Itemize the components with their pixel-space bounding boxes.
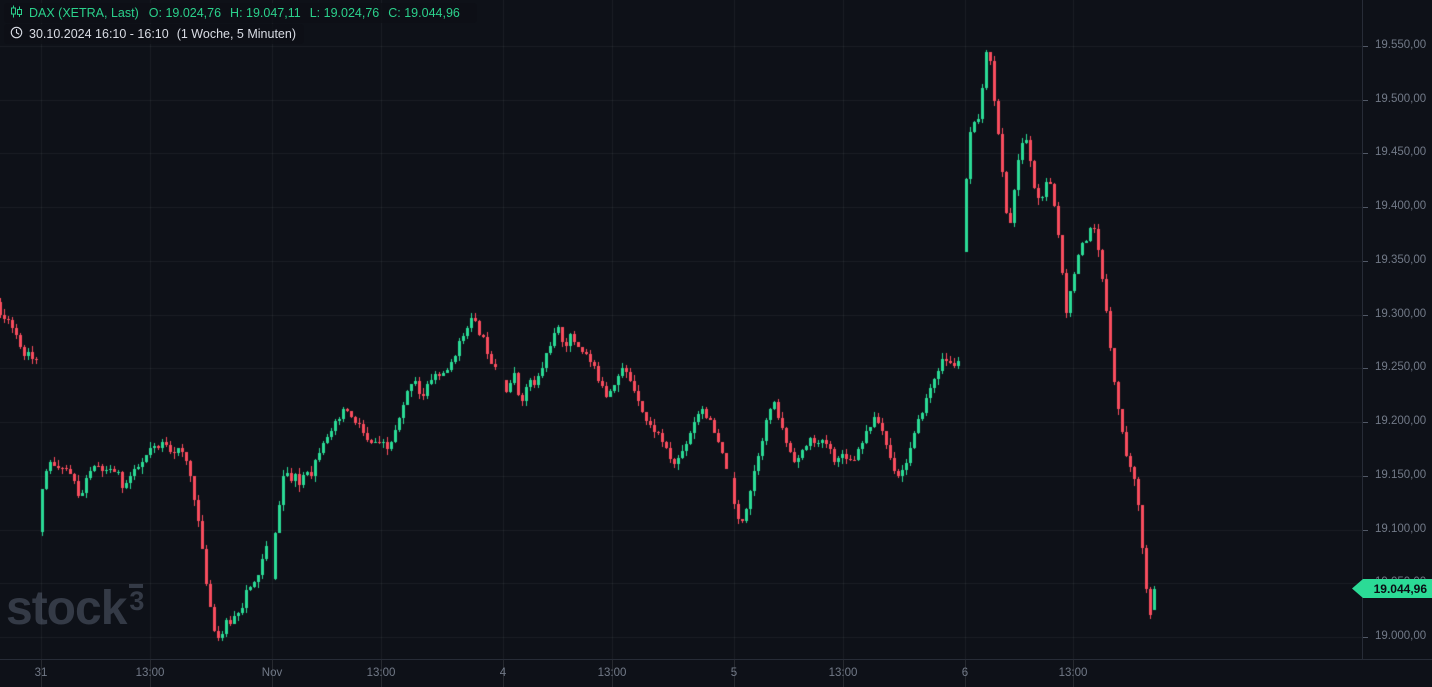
time-axis-tick [612, 660, 613, 687]
clock-icon [10, 26, 23, 42]
price-axis-tick [1363, 261, 1368, 262]
time-axis-label: 13:00 [1058, 667, 1088, 679]
ohlc-close: C: 19.044,96 [388, 6, 460, 20]
price-axis-tick [1363, 637, 1368, 638]
last-price-badge: 19.044,96 [1352, 579, 1432, 598]
price-axis-label: 19.500,00 [1375, 93, 1427, 105]
price-axis-tick [1363, 368, 1368, 369]
legend-time-row: 30.10.2024 16:10 - 16:10 (1 Woche, 5 Min… [4, 24, 304, 44]
period-timestamp: 30.10.2024 16:10 - 16:10 [29, 27, 169, 41]
price-axis-tick [1363, 153, 1368, 154]
candlestick-icon [10, 5, 23, 21]
open-label: O: [148, 6, 162, 20]
time-axis-label: 31 [34, 667, 48, 679]
price-axis-label: 19.000,00 [1375, 630, 1427, 642]
time-axis-label: Nov [261, 667, 283, 679]
price-axis-tick [1363, 100, 1368, 101]
price-axis-tick [1363, 315, 1368, 316]
last-price-value: 19.044,96 [1373, 581, 1427, 596]
time-axis-tick [150, 660, 151, 687]
ohlc-open: O: 19.024,76 [149, 6, 221, 20]
timeframe-label: (1 Woche, 5 Minuten) [176, 27, 296, 41]
ohlc-high: H: 19.047,11 [230, 6, 301, 20]
time-axis-tick [503, 660, 504, 687]
time-axis-tick [843, 660, 844, 687]
price-axis-tick [1363, 422, 1368, 423]
price-axis-label: 19.300,00 [1375, 308, 1427, 320]
time-axis-tick [1073, 660, 1074, 687]
price-axis-label: 19.100,00 [1375, 523, 1427, 535]
price-axis-label: 19.150,00 [1375, 469, 1427, 481]
high-label: H: [230, 6, 243, 20]
price-axis-label: 19.200,00 [1375, 415, 1427, 427]
time-axis-label: 13:00 [135, 667, 165, 679]
price-axis-tick [1363, 46, 1368, 47]
time-axis-tick [734, 660, 735, 687]
chart-legend: DAX (XETRA, Last) O: 19.024,76 H: 19.047… [4, 3, 477, 44]
time-axis-tick [381, 660, 382, 687]
price-axis-label: 19.400,00 [1375, 200, 1427, 212]
price-axis-label: 19.250,00 [1375, 361, 1427, 373]
time-axis-label: 13:00 [597, 667, 627, 679]
time-axis-label: 13:00 [828, 667, 858, 679]
close-value: 19.044,96 [404, 6, 460, 20]
high-value: 19.047,11 [246, 6, 301, 20]
price-axis-label: 19.450,00 [1375, 146, 1427, 158]
time-axis-tick [272, 660, 273, 687]
low-value: 19.024,76 [323, 6, 380, 20]
time-axis-label: 13:00 [366, 667, 396, 679]
time-axis-tick [41, 660, 42, 687]
price-axis-tick [1363, 476, 1368, 477]
time-axis-tick [965, 660, 966, 687]
price-axis-label: 19.550,00 [1375, 39, 1427, 51]
symbol-name: DAX (XETRA, Last) [29, 6, 139, 20]
legend-symbol-row[interactable]: DAX (XETRA, Last) O: 19.024,76 H: 19.047… [4, 3, 477, 23]
time-axis[interactable]: 31 13:00 Nov 13:00 4 13:00 5 13:00 6 13:00 [0, 659, 1432, 687]
price-axis-label: 19.350,00 [1375, 254, 1427, 266]
time-axis-label: 5 [730, 667, 738, 679]
open-value: 19.024,76 [165, 6, 222, 20]
ohlc-low: L: 19.024,76 [310, 6, 380, 20]
price-axis-tick [1363, 530, 1368, 531]
candlestick-chart[interactable] [0, 0, 1362, 659]
low-label: L: [309, 6, 321, 20]
price-axis-tick [1363, 207, 1368, 208]
time-axis-label: 6 [961, 667, 969, 679]
time-axis-label: 4 [499, 667, 507, 679]
price-axis[interactable]: 19.044,96 19.550,00 19.500,00 19.450,00 19.… [1352, 0, 1432, 659]
close-label: C: [388, 6, 401, 20]
